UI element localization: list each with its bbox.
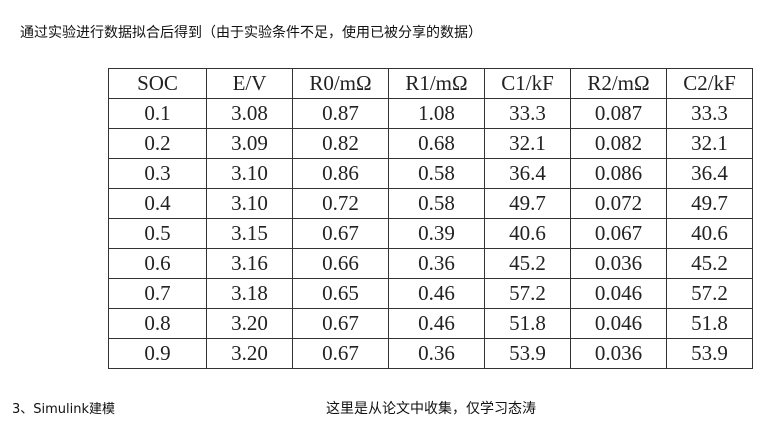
table-cell: 49.7 <box>484 188 571 219</box>
table-cell: 3.16 <box>206 248 293 279</box>
table-cell: 1.08 <box>388 98 485 129</box>
table-cell: 0.67 <box>292 218 389 249</box>
table-cell: 0.036 <box>570 248 667 279</box>
table-cell: 57.2 <box>484 278 571 309</box>
table-cell: 3.09 <box>206 128 293 159</box>
table-cell: 0.86 <box>292 158 389 189</box>
table-cell: 51.8 <box>484 308 571 339</box>
table-row: 0.8 3.20 0.67 0.46 51.8 0.046 51.8 <box>108 308 753 339</box>
table-cell: 0.46 <box>388 308 485 339</box>
table-cell: 0.68 <box>388 128 485 159</box>
table-cell: 3.08 <box>206 98 293 129</box>
table-cell: 45.2 <box>666 248 753 279</box>
table-cell: 0.082 <box>570 128 667 159</box>
table-cell: 0.72 <box>292 188 389 219</box>
header-cell: C1/kF <box>484 68 571 99</box>
table-cell: 33.3 <box>666 98 753 129</box>
table-cell: 0.046 <box>570 308 667 339</box>
table-cell: 0.66 <box>292 248 389 279</box>
header-cell: C2/kF <box>666 68 753 99</box>
table-cell: 36.4 <box>484 158 571 189</box>
parameter-table: SOC E/V R0/mΩ R1/mΩ C1/kF R2/mΩ C2/kF 0.1 3.08 0.… <box>108 68 753 369</box>
table-cell: 0.072 <box>570 188 667 219</box>
table-cell: 0.5 <box>108 218 207 249</box>
table-cell: 0.65 <box>292 278 389 309</box>
table-cell: 40.6 <box>666 218 753 249</box>
table-cell: 3.15 <box>206 218 293 249</box>
table-row: 0.3 3.10 0.86 0.58 36.4 0.086 36.4 <box>108 158 753 189</box>
header-cell: R2/mΩ <box>570 68 667 99</box>
table-row: 0.4 3.10 0.72 0.58 49.7 0.072 49.7 <box>108 188 753 219</box>
table-cell: 0.9 <box>108 338 207 369</box>
header-cell: SOC <box>108 68 207 99</box>
table-cell: 3.18 <box>206 278 293 309</box>
section-heading: 3、Simulink建模 <box>12 402 116 417</box>
table-row: 0.6 3.16 0.66 0.36 45.2 0.036 45.2 <box>108 248 753 279</box>
table-row: 0.2 3.09 0.82 0.68 32.1 0.082 32.1 <box>108 128 753 159</box>
table-cell: 3.10 <box>206 188 293 219</box>
table-cell: 0.067 <box>570 218 667 249</box>
table-cell: 0.3 <box>108 158 207 189</box>
header-row: SOC E/V R0/mΩ R1/mΩ C1/kF R2/mΩ C2/kF <box>108 68 753 99</box>
table-cell: 0.6 <box>108 248 207 279</box>
table-cell: 53.9 <box>484 338 571 369</box>
table-cell: 0.087 <box>570 98 667 129</box>
table-cell: 0.58 <box>388 188 485 219</box>
table-cell: 3.20 <box>206 308 293 339</box>
table-cell: 0.67 <box>292 308 389 339</box>
table-row: 0.1 3.08 0.87 1.08 33.3 0.087 33.3 <box>108 98 753 129</box>
table-cell: 33.3 <box>484 98 571 129</box>
table-cell: 0.36 <box>388 248 485 279</box>
table-cell: 0.39 <box>388 218 485 249</box>
table-cell: 36.4 <box>666 158 753 189</box>
table-cell: 32.1 <box>484 128 571 159</box>
table-cell: 0.1 <box>108 98 207 129</box>
header-cell: E/V <box>206 68 293 99</box>
table-cell: 0.58 <box>388 158 485 189</box>
table-cell: 40.6 <box>484 218 571 249</box>
table-cell: 0.2 <box>108 128 207 159</box>
table-row: 0.9 3.20 0.67 0.36 53.9 0.036 53.9 <box>108 338 753 369</box>
table-cell: 0.086 <box>570 158 667 189</box>
table-cell: 0.36 <box>388 338 485 369</box>
table-cell: 3.10 <box>206 158 293 189</box>
table-row: 0.7 3.18 0.65 0.46 57.2 0.046 57.2 <box>108 278 753 309</box>
header-cell: R0/mΩ <box>292 68 389 99</box>
table-row: 0.5 3.15 0.67 0.39 40.6 0.067 40.6 <box>108 218 753 249</box>
table-cell: 45.2 <box>484 248 571 279</box>
intro-text: 通过实验进行数据拟合后得到（由于实验条件不足，使用已被分享的数据） <box>20 25 482 41</box>
table-cell: 0.46 <box>388 278 485 309</box>
table-cell: 0.87 <box>292 98 389 129</box>
table-cell: 32.1 <box>666 128 753 159</box>
table-cell: 51.8 <box>666 308 753 339</box>
table-cell: 49.7 <box>666 188 753 219</box>
table-cell: 0.67 <box>292 338 389 369</box>
table-cell: 0.046 <box>570 278 667 309</box>
table-cell: 0.7 <box>108 278 207 309</box>
table-cell: 57.2 <box>666 278 753 309</box>
table-cell: 0.4 <box>108 188 207 219</box>
table-cell: 3.20 <box>206 338 293 369</box>
header-cell: R1/mΩ <box>388 68 485 99</box>
note-text: 这里是从论文中收集，仅学习态涛 <box>326 401 536 417</box>
table-cell: 0.82 <box>292 128 389 159</box>
table-cell: 53.9 <box>666 338 753 369</box>
table-cell: 0.8 <box>108 308 207 339</box>
table-cell: 0.036 <box>570 338 667 369</box>
